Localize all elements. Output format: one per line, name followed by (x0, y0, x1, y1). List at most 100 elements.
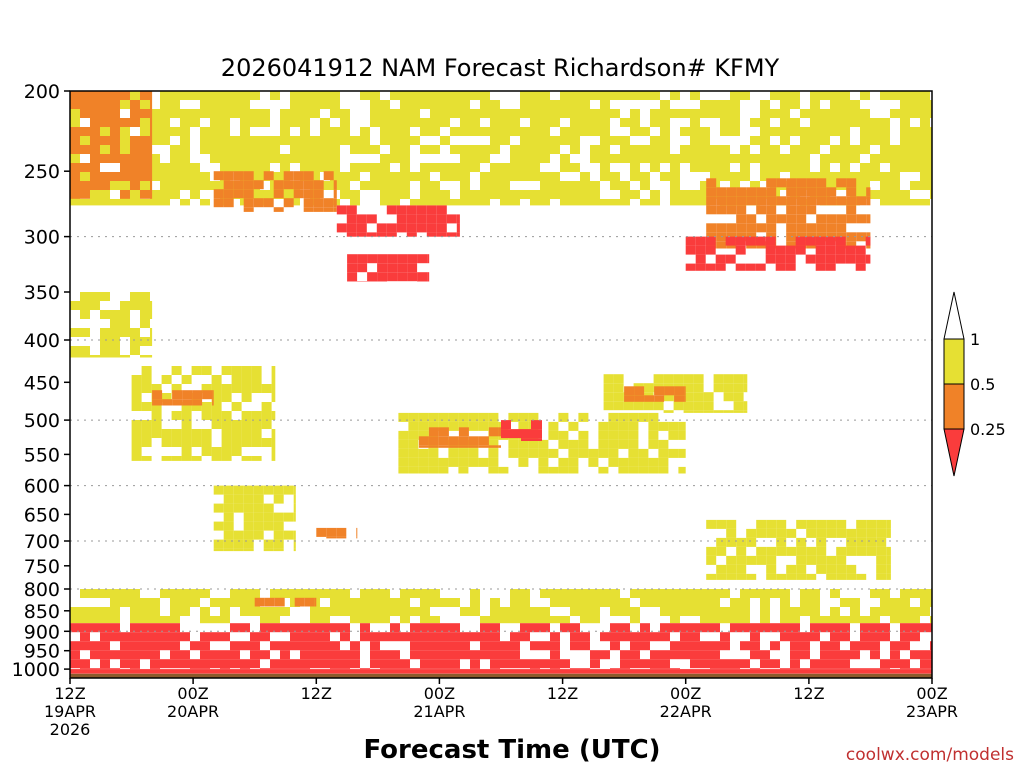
heat-cell (242, 366, 252, 375)
heat-cell (90, 641, 100, 650)
heat-cell (407, 232, 417, 236)
heat-cell (880, 181, 890, 190)
heat-cell (234, 180, 244, 189)
heat-cell (826, 529, 836, 538)
heat-cell (400, 659, 410, 668)
heat-cell (790, 118, 800, 127)
heat-cell (284, 486, 294, 495)
heat-cell (600, 91, 610, 100)
heat-cell (776, 246, 786, 255)
heat-cell (377, 263, 387, 272)
heat-cell (810, 598, 820, 607)
heat-cell (560, 163, 570, 172)
heat-cell (214, 486, 224, 495)
heat-cell (400, 154, 410, 163)
heat-cell (320, 650, 330, 659)
heat-cell (240, 589, 250, 598)
heat-cell (716, 187, 726, 196)
heat-cell (610, 172, 620, 181)
heat-cell (680, 154, 690, 163)
heat-cell (724, 383, 734, 392)
heat-cell (706, 246, 716, 255)
heat-cell (780, 91, 790, 100)
heat-cell (180, 136, 190, 145)
heat-cell (340, 109, 350, 118)
heat-cell (510, 163, 520, 172)
heat-cell (860, 109, 870, 118)
heat-cell (260, 190, 270, 199)
heat-cell (710, 616, 720, 623)
heat-cell (242, 420, 252, 429)
heat-cell (234, 171, 244, 180)
heat-cell (654, 401, 664, 410)
heat-cell (488, 467, 498, 474)
heat-cell (500, 641, 510, 650)
heat-cell (870, 669, 880, 674)
heat-cell (820, 623, 830, 632)
heat-cell (244, 207, 254, 212)
heat-cell (650, 598, 660, 607)
heat-cell (274, 531, 284, 540)
heat-cell (920, 145, 930, 154)
heat-cell (628, 431, 638, 440)
heat-cell (449, 445, 459, 448)
x-tick-label: 12Z (301, 684, 332, 703)
heat-cell (80, 632, 90, 641)
heat-cell (706, 520, 716, 529)
heat-cell (796, 246, 806, 255)
heat-cell (210, 616, 220, 623)
heat-cell (357, 232, 367, 236)
heat-cell (275, 598, 285, 607)
heat-cell (270, 669, 280, 674)
heat-cell (886, 556, 891, 565)
heat-cell (920, 172, 930, 181)
heat-cell (320, 100, 330, 109)
heat-cell (580, 199, 590, 205)
heat-cell (254, 531, 264, 540)
heat-cell (810, 659, 820, 668)
heat-cell (780, 589, 790, 598)
heat-cell (350, 616, 360, 623)
heat-cell (750, 136, 760, 145)
heat-cell (856, 520, 866, 529)
heat-cell (608, 431, 618, 440)
heat-cell (786, 205, 796, 214)
heat-cell (200, 632, 210, 641)
heat-cell (866, 547, 876, 556)
heat-cell (760, 163, 770, 172)
heat-cell (294, 531, 296, 540)
heat-cell (826, 196, 836, 205)
heat-cell (150, 669, 160, 674)
heat-cell (674, 386, 684, 395)
heat-cell (202, 411, 212, 420)
heat-cell (294, 189, 304, 198)
heat-cell (272, 438, 276, 447)
heat-cell (826, 574, 836, 580)
heat-cell (600, 172, 610, 181)
heat-cell (638, 449, 648, 458)
heat-cell (490, 650, 500, 659)
heat-cell (310, 145, 320, 154)
heat-cell (880, 118, 890, 127)
heat-cell (447, 214, 457, 223)
heat-cell (470, 190, 480, 199)
heat-cell (190, 181, 200, 190)
x-tick-label: 23APR (906, 702, 958, 721)
heat-cell (410, 100, 420, 109)
heat-cell (160, 641, 170, 650)
heat-cell (407, 272, 417, 281)
heat-cell (420, 163, 430, 172)
heat-cell (846, 178, 856, 187)
heat-cell (490, 163, 500, 172)
heat-cell (397, 214, 407, 223)
heat-cell (890, 669, 900, 674)
heat-cell (550, 641, 560, 650)
heat-cell (614, 374, 624, 383)
heat-cell (150, 136, 152, 145)
heat-cell (220, 669, 230, 674)
y-tick-label: 850 (24, 601, 60, 623)
heat-cell (160, 91, 170, 100)
heat-cell (470, 163, 480, 172)
heat-cell (830, 669, 840, 674)
heat-cell (780, 669, 790, 674)
